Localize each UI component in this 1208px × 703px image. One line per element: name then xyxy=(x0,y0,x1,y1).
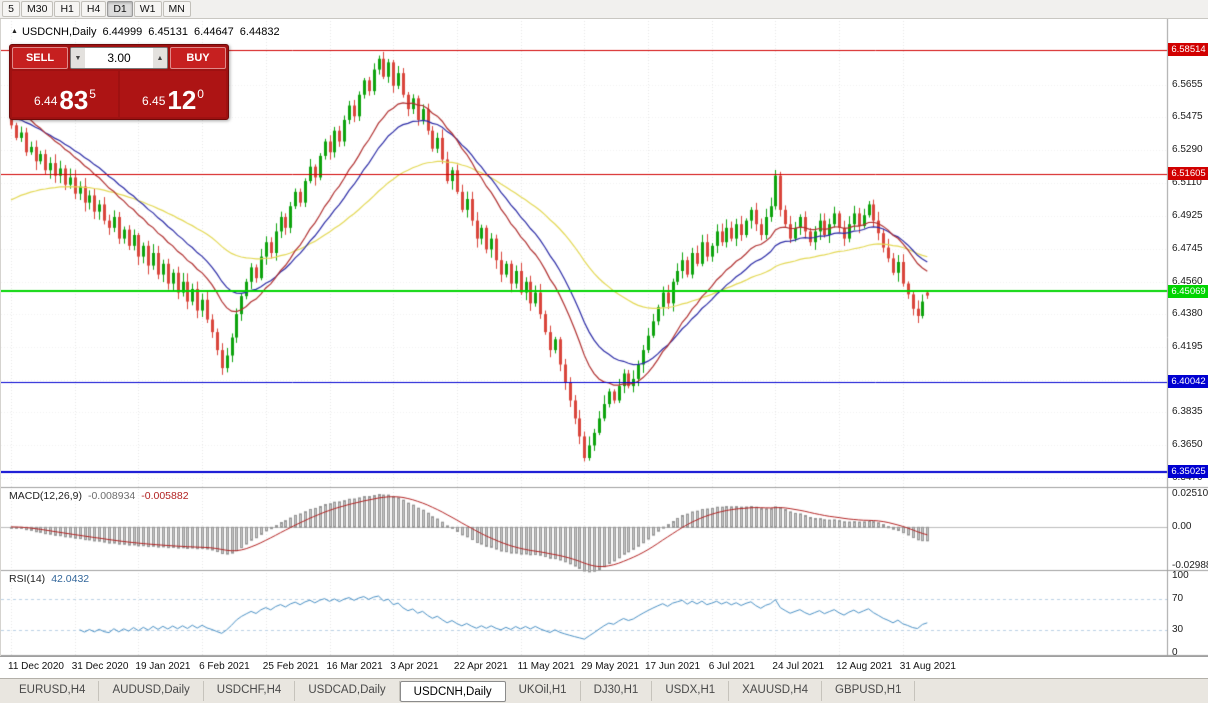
timeframe-button-h4[interactable]: H4 xyxy=(80,1,107,17)
macd-axis-label: 0.02510 xyxy=(1172,488,1208,499)
sell-price-main: 83 xyxy=(59,85,89,115)
date-axis-label: 29 May 2021 xyxy=(581,661,640,672)
sell-button[interactable]: SELL xyxy=(12,47,68,69)
buy-price-pip: 0 xyxy=(197,87,204,101)
date-axis-label: 22 Apr 2021 xyxy=(453,661,508,672)
chart-tab-usdcad-daily[interactable]: USDCAD,Daily xyxy=(295,681,400,701)
date-axis-label: 3 Apr 2021 xyxy=(390,661,439,672)
chart-tab-gbpusd-h1[interactable]: GBPUSD,H1 xyxy=(822,681,916,701)
ohlc-high: 6.45131 xyxy=(148,26,189,38)
chart-symbol: USDCNH,Daily xyxy=(21,26,97,38)
date-axis-label: 6 Feb 2021 xyxy=(199,661,250,672)
timeframe-button-w1[interactable]: W1 xyxy=(133,1,162,17)
chart-tab-ukoil-h1[interactable]: UKOil,H1 xyxy=(506,681,581,701)
price-level-tag: 6.45069 xyxy=(1168,284,1208,298)
buy-price-display[interactable]: 6.45 12 0 xyxy=(120,71,226,117)
price-level-tag: 6.58514 xyxy=(1168,43,1208,57)
price-axis-label: 6.4560 xyxy=(1172,275,1203,287)
macd-axis-label: -0.02988 xyxy=(1172,560,1208,571)
timeframe-button-h1[interactable]: H1 xyxy=(54,1,80,17)
date-axis-label: 16 Mar 2021 xyxy=(326,661,383,672)
rsi-axis-label: 100 xyxy=(1172,570,1189,581)
date-axis-label: 25 Feb 2021 xyxy=(262,661,319,672)
price-axis-label: 6.4195 xyxy=(1172,341,1203,353)
date-axis-label: 19 Jan 2021 xyxy=(135,661,191,672)
rsi-value: 42.0432 xyxy=(51,573,90,585)
price-axis-label: 6.4380 xyxy=(1172,308,1203,320)
buy-button[interactable]: BUY xyxy=(170,47,226,69)
price-axis-label: 6.5290 xyxy=(1172,144,1203,156)
ohlc-low: 6.44647 xyxy=(194,26,234,38)
date-axis-label: 31 Dec 2020 xyxy=(71,661,129,672)
price-axis-label: 6.4925 xyxy=(1172,210,1203,222)
timeframe-button-mn[interactable]: MN xyxy=(162,1,191,17)
timeframe-toolbar: 5 M30 H1 H4 D1 W1 MN xyxy=(0,0,1208,19)
price-axis-label: 6.5655 xyxy=(1172,78,1203,90)
date-axis-label: 17 Jun 2021 xyxy=(645,661,701,672)
buy-price-main: 12 xyxy=(167,85,197,115)
macd-value-main: -0.008934 xyxy=(87,490,136,502)
rsi-indicator-label: RSI(14) 42.0432 xyxy=(9,573,89,585)
date-axis-label: 12 Aug 2021 xyxy=(836,661,893,672)
volume-value[interactable]: 3.00 xyxy=(85,48,153,68)
price-axis-label: 6.3650 xyxy=(1172,439,1203,451)
rsi-axis-label: 0 xyxy=(1172,647,1178,658)
price-axis-label: 6.4745 xyxy=(1172,242,1203,254)
ohlc-close: 6.44832 xyxy=(239,26,280,38)
buy-price-prefix: 6.45 xyxy=(142,94,166,108)
macd-name: MACD(12,26,9) xyxy=(9,490,82,502)
chart-tab-xauusd-h4[interactable]: XAUUSD,H4 xyxy=(729,681,822,701)
sell-price-prefix: 6.44 xyxy=(34,94,58,108)
price-axis-label: 6.3835 xyxy=(1172,406,1203,418)
rsi-name: RSI(14) xyxy=(9,573,46,585)
chart-tab-eurusd-h4[interactable]: EURUSD,H4 xyxy=(6,681,100,701)
price-axis-label: 6.5110 xyxy=(1172,176,1202,188)
macd-axis-label: 0.00 xyxy=(1172,520,1192,532)
chart-tab-audusd-daily[interactable]: AUDUSD,Daily xyxy=(99,681,204,701)
timeframe-button-d1[interactable]: D1 xyxy=(107,1,133,17)
chart-tab-dj30-h1[interactable]: DJ30,H1 xyxy=(581,681,653,701)
macd-indicator-label: MACD(12,26,9) -0.008934 -0.005882 xyxy=(9,490,189,502)
one-click-trading-panel: SELL ▼ 3.00 ▲ BUY 6.44 83 5 6.45 12 0 xyxy=(9,44,229,120)
collapse-triangle-icon[interactable]: ▲ xyxy=(11,28,18,35)
price-level-tag: 6.51605 xyxy=(1168,167,1208,181)
rsi-axis-label: 70 xyxy=(1172,593,1184,605)
date-axis-label: 11 May 2021 xyxy=(517,661,575,672)
macd-value-signal: -0.005882 xyxy=(141,490,189,502)
chart-tab-usdx-h1[interactable]: USDX,H1 xyxy=(652,681,730,701)
timeframe-button-5[interactable]: 5 xyxy=(2,1,20,17)
chart-tabs-bar: EURUSD,H4 AUDUSD,Daily USDCHF,H4 USDCAD,Dai… xyxy=(0,678,1208,703)
price-level-tag: 6.35025 xyxy=(1168,465,1208,479)
date-axis-label: 31 Aug 2021 xyxy=(899,661,956,672)
date-axis-label: 11 Dec 2020 xyxy=(8,661,64,672)
ohlc-open: 6.44999 xyxy=(102,26,143,38)
chart-tab-usdchf-h4[interactable]: USDCHF,H4 xyxy=(204,681,296,701)
sell-price-display[interactable]: 6.44 83 5 xyxy=(12,71,118,117)
date-axis-label: 6 Jul 2021 xyxy=(708,661,755,672)
date-axis-label: 24 Jul 2021 xyxy=(772,661,825,672)
time-axis[interactable]: 11 Dec 2020 31 Dec 2020 19 Jan 2021 6 Feb 2… xyxy=(0,656,1208,678)
rsi-axis-label: 30 xyxy=(1172,623,1184,635)
chart-title: ▲ USDCNH,Daily 6.44999 6.45131 6.44647 6.4483… xyxy=(11,26,280,38)
volume-down-button[interactable]: ▼ xyxy=(71,48,85,68)
chart-tab-usdcnh-daily[interactable]: USDCNH,Daily xyxy=(399,680,506,702)
chart-area: ▲ USDCNH,Daily 6.44999 6.45131 6.44647 6.4483… xyxy=(0,19,1208,658)
sell-price-pip: 5 xyxy=(89,87,96,101)
price-chart-canvas[interactable] xyxy=(1,19,1208,656)
price-level-tag: 6.40042 xyxy=(1168,375,1208,389)
price-axis-label: 6.5475 xyxy=(1172,111,1203,123)
volume-field[interactable]: ▼ 3.00 ▲ xyxy=(70,47,168,69)
volume-up-button[interactable]: ▲ xyxy=(153,48,167,68)
timeframe-button-m30[interactable]: M30 xyxy=(21,1,54,17)
